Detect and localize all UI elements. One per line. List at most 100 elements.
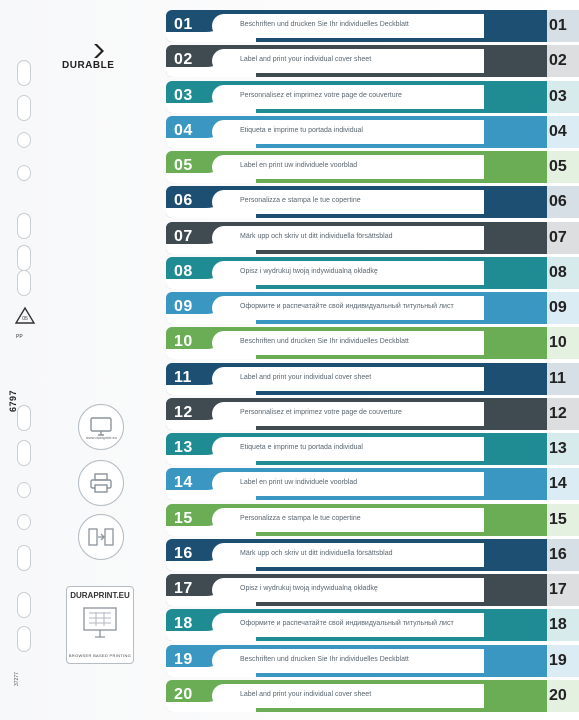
tab-number-right: 08 (549, 263, 567, 281)
tab-number-left: 17 (174, 580, 193, 597)
tab-edge (547, 115, 579, 148)
logo-mark-icon (94, 44, 104, 58)
tab-edge (547, 256, 579, 289)
tab-number-left: 10 (174, 333, 193, 351)
tab-color-block (484, 186, 547, 219)
tab-label-area: 18 Оформите и распечатайте свой индивидуа… (166, 609, 484, 642)
tab-number-left: 07 (174, 227, 193, 245)
tab-number-left: 03 (174, 86, 193, 104)
tab-number-left: 08 (174, 262, 193, 280)
tab-row[interactable]: 12 Personnalisez et imprimez votre page d… (166, 397, 579, 430)
monitor-button (78, 404, 124, 450)
tab-label: Beschriften und drucken Sie Ihr individu… (240, 21, 409, 28)
tab-label: Opisz i wydrukuj twoją indywidualną okła… (240, 267, 378, 275)
tab-color-block (484, 256, 547, 289)
tab-number-right: 10 (549, 334, 567, 352)
tab-row[interactable]: 20 Label and print your individual cover … (166, 679, 579, 712)
tab-row[interactable]: 16 Märk upp och skriv ut ditt individuell… (166, 538, 579, 571)
tab-row[interactable]: 07 Märk upp och skriv ut ditt individuell… (166, 221, 579, 254)
tab-number-left: 19 (174, 650, 193, 668)
tab-number-left: 05 (174, 157, 193, 174)
duraprint-subtitle: BROWSER BASED PRINTING (68, 653, 132, 658)
tab-label: Personnalisez et imprimez votre page de … (240, 408, 402, 416)
tab-row[interactable]: 10 Beschriften und drucken Sie Ihr indivi… (166, 327, 579, 360)
tab-number-left: 04 (174, 121, 193, 139)
recycle-material: PP (16, 334, 23, 340)
tab-edge (547, 10, 579, 42)
tab-row[interactable]: 19 Beschriften und drucken Sie Ihr indivi… (166, 644, 579, 677)
printer-icon (90, 473, 112, 493)
tab-number-left: 20 (174, 685, 193, 703)
tab-notch (166, 337, 256, 360)
tab-number-left: 11 (174, 368, 192, 386)
tab-notch (166, 443, 256, 465)
tab-color-block (484, 151, 547, 183)
tab-color-block (484, 644, 547, 677)
tab-row[interactable]: 08 Opisz i wydrukuj twoją indywidualną ok… (166, 256, 579, 289)
tab-row[interactable]: 04 Etiqueta e imprime tu portada individu… (166, 115, 579, 148)
tab-label-field (212, 225, 484, 250)
tab-edge (547, 397, 579, 430)
tab-label-field (212, 119, 484, 144)
import-export-button (78, 514, 124, 560)
tab-row[interactable]: 11 Label and print your individual cover … (166, 362, 579, 395)
tab-number-right: 12 (549, 404, 567, 422)
tab-label-field (212, 507, 484, 532)
tab-number-left: 12 (174, 403, 193, 421)
tab-label-field (212, 155, 484, 179)
tab-number-right: 03 (549, 87, 567, 105)
screen-grid-icon (83, 607, 117, 638)
tab-row[interactable]: 13 Etiqueta e imprime tu portada individu… (166, 433, 579, 465)
recycle-icon: 05 (14, 306, 36, 324)
tab-notch (166, 196, 256, 219)
tab-label-area: 13 Etiqueta e imprime tu portada individu… (166, 433, 484, 465)
tab-label-area: 17 Opisz i wydrukuj twoją indywidualną ok… (166, 574, 484, 606)
tab-row[interactable]: 02 Label and print your individual cover … (166, 45, 579, 78)
tab-label-field (212, 472, 484, 497)
tab-row[interactable]: 03 Personnalisez et imprimez votre page d… (166, 80, 579, 113)
tab-color-block (484, 80, 547, 113)
tab-number-right: 09 (549, 299, 567, 316)
tab-row[interactable]: 17 Opisz i wydrukuj twoją indywidualną ok… (166, 574, 579, 606)
tab-notch (166, 372, 256, 395)
tab-label-area: 04 Etiqueta e imprime tu portada individu… (166, 115, 484, 148)
tab-label-field (212, 260, 484, 285)
printer-button (78, 460, 124, 506)
tab-row[interactable]: 05 Label en print uw individuele voorblad… (166, 151, 579, 183)
tab-row[interactable]: 18 Оформите и распечатайте свой индивидуа… (166, 609, 579, 642)
tab-label-area: 20 Label and print your individual cover … (166, 679, 484, 712)
tab-color-block (484, 679, 547, 712)
tab-edge (547, 609, 579, 642)
tab-row[interactable]: 09 Оформите и распечатайте свой индивидуа… (166, 292, 579, 324)
tab-number-left: 18 (174, 615, 193, 633)
tab-label-area: 06 Personalizza e stampa le tue copertine (166, 186, 484, 219)
tab-color-block (484, 433, 547, 465)
tab-color-block (484, 221, 547, 254)
tab-label-area: 05 Label en print uw individuele voorblad (166, 151, 484, 183)
tab-label-area: 14 Label en print uw individuele voorblad (166, 468, 484, 501)
tab-notch (166, 55, 256, 78)
tab-edge (547, 221, 579, 254)
tab-row[interactable]: 01 Beschriften und drucken Sie Ihr indivi… (166, 10, 579, 42)
tab-label: Beschriften und drucken Sie Ihr individu… (240, 338, 409, 346)
tab-label-field (212, 683, 484, 708)
tab-edge (547, 468, 579, 501)
tab-row[interactable]: 06 Personalizza e stampa le tue copertine… (166, 186, 579, 219)
tab-label-area: 02 Label and print your individual cover … (166, 45, 484, 78)
tab-row[interactable]: 14 Label en print uw individuele voorblad… (166, 468, 579, 501)
tab-label: Märk upp och skriv ut ditt individuella … (240, 549, 393, 557)
tab-label-field (212, 49, 484, 74)
tab-edge (547, 574, 579, 606)
tab-label: Etiqueta e imprime tu portada individual (240, 126, 363, 134)
tab-label-area: 16 Märk upp och skriv ut ditt individuell… (166, 538, 484, 571)
tab-row[interactable]: 15 Personalizza e stampa le tue copertine… (166, 503, 579, 536)
tab-color-block (484, 115, 547, 148)
tab-number-right: 18 (549, 616, 567, 634)
tab-label-field (212, 578, 484, 602)
tab-label: Оформите и распечатайте свой индивидуаль… (240, 303, 454, 310)
tab-color-block (484, 327, 547, 360)
tab-edge (547, 292, 579, 324)
tab-label: Label and print your individual cover sh… (240, 373, 372, 381)
tab-number-left: 02 (174, 51, 193, 69)
tab-label-field (212, 14, 484, 38)
